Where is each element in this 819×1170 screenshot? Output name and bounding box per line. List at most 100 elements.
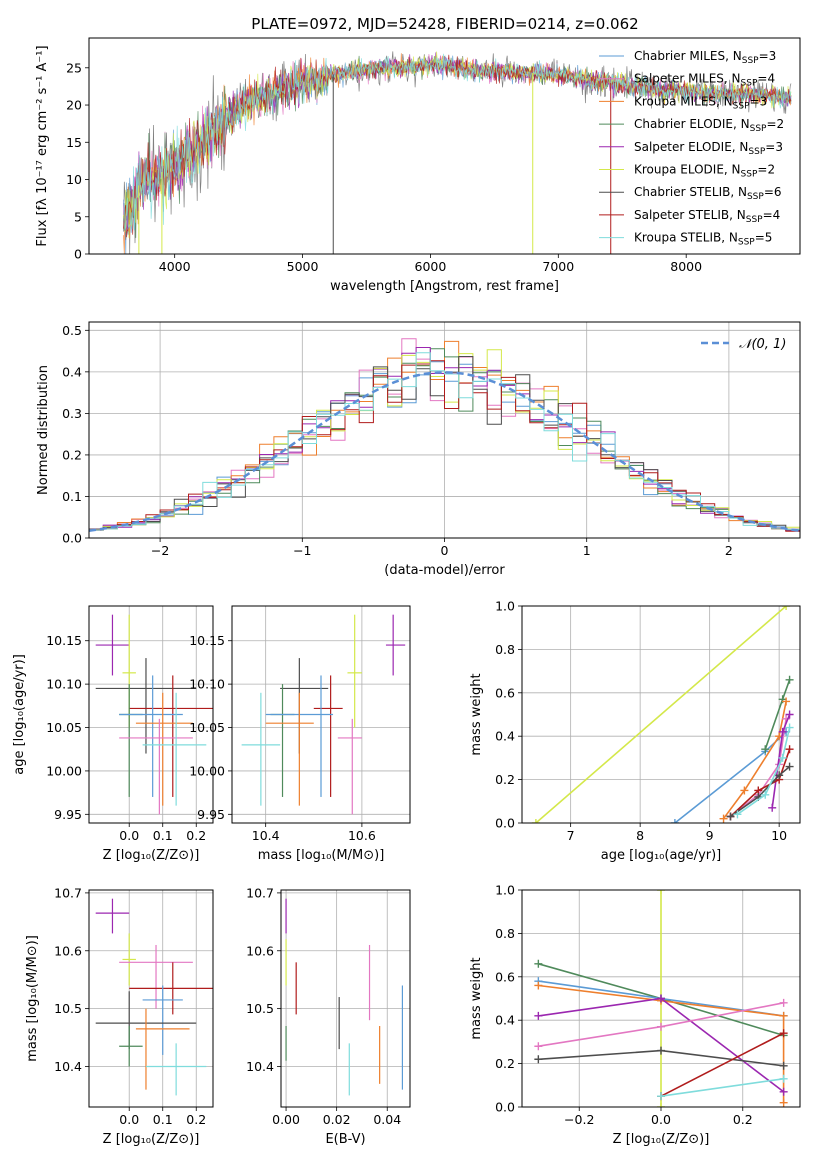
weight-marker: [531, 819, 540, 823]
age_vs_mass-plot-area: [241, 614, 406, 815]
y-tick-label: 0.8: [495, 642, 515, 657]
y-tick-label: 0.0: [495, 1100, 515, 1115]
age_vs_Z-plot-area: [95, 614, 213, 815]
mass_vs_ebv-xlabel: E(B-V): [325, 1132, 365, 1147]
y-tick-label: 0.6: [495, 969, 515, 984]
x-tick-label: −0.2: [564, 1112, 594, 1127]
y-tick-label: 25: [66, 60, 82, 75]
residuals-panel: −2 −1 0 1 2 0.0 0.1 0.2 0.3 0.4 0.5 (data-model)/er…: [36, 321, 801, 578]
x-tick-label: 0.0: [119, 1112, 139, 1127]
y-tick-label: 10.7: [246, 885, 274, 900]
residuals-frame: [88, 321, 801, 539]
weight_vs_Z-panel: −0.2 0.0 0.2 0.0 0.2 0.4 0.6 0.8 1.0 Z [log₁₀(Z/Z…: [469, 883, 801, 1147]
y-tick-label: 0.2: [495, 1056, 515, 1071]
weight-marker: [740, 786, 749, 795]
weight-marker: [779, 1011, 788, 1020]
weight-series-line: [535, 606, 787, 823]
y-tick-label: 0.4: [495, 1013, 515, 1028]
x-tick-label: 7000: [542, 259, 574, 274]
age_vs_mass-frame: [231, 605, 411, 824]
y-tick-label: 10.05: [189, 720, 225, 735]
y-tick-label: 10.15: [189, 633, 225, 648]
x-tick-label: 0.2: [186, 1112, 206, 1127]
weight-marker: [779, 998, 788, 1007]
y-tick-label: 10.4: [246, 1059, 274, 1074]
y-tick-label: 9.95: [54, 807, 82, 822]
weight_vs_Z-xlabel: Z [log₁₀(Z/Z⊙)]: [613, 1132, 710, 1147]
y-tick-label: 10.7: [54, 885, 82, 900]
legend-entry: Chabrier ELODIE, NSSP=2: [634, 117, 784, 134]
y-tick-label: 0.0: [62, 531, 82, 546]
weight-marker: [761, 745, 770, 754]
mass_vs_Z-frame: [88, 889, 214, 1108]
age_vs_mass-panel: 10.4 10.6 9.95 10.00 10.05 10.10 10.15 mass [lo…: [189, 605, 411, 863]
y-tick-label: 1.0: [495, 883, 515, 898]
age_vs_Z-panel: 0.0 0.1 0.2 9.95 10.00 10.05 10.10 10.15 Z [log₁…: [12, 605, 214, 863]
y-tick-label: 20: [66, 98, 82, 113]
weight-marker: [779, 1074, 788, 1083]
weight-marker: [775, 771, 784, 780]
weight-marker: [534, 1055, 543, 1064]
weight-marker: [782, 606, 791, 610]
spectrum-line: [123, 54, 792, 238]
legend-entry: Salpeter MILES, NSSP=4: [634, 72, 775, 89]
y-tick-label: 9.95: [197, 807, 225, 822]
weight-marker: [733, 810, 742, 819]
weight-marker: [670, 819, 679, 823]
x-tick-label: 0.0: [119, 828, 139, 843]
mass_vs_Z-plot-area: [95, 898, 213, 1096]
spectrum-line: [123, 53, 792, 231]
x-tick-label: 0.1: [153, 1112, 173, 1127]
legend-entry: Salpeter ELODIE, NSSP=3: [634, 140, 783, 157]
weight-marker: [534, 959, 543, 968]
spectrum-line: [123, 51, 792, 238]
weight-marker: [778, 727, 787, 736]
y-tick-label: 0.6: [495, 685, 515, 700]
x-tick-label: −2: [151, 543, 169, 558]
y-tick-label: 0.2: [495, 772, 515, 787]
y-tick-label: 0.1: [62, 489, 82, 504]
weight_vs_age-xlabel: age [log₁₀(age/yr)]: [601, 848, 722, 863]
y-tick-label: 0.8: [495, 926, 515, 941]
y-tick-label: 10: [66, 172, 82, 187]
weight-marker: [782, 697, 791, 706]
x-tick-label: 0.2: [186, 828, 206, 843]
age_vs_Z-xlabel: Z [log₁₀(Z/Z⊙)]: [103, 848, 200, 863]
y-tick-label: 5: [74, 209, 82, 224]
weight-marker: [779, 1061, 788, 1070]
legend-entry: 𝒩(0, 1): [739, 337, 786, 352]
weight-marker: [785, 710, 794, 719]
residuals-ylabel: Normed distribution: [36, 365, 51, 495]
weight-marker: [534, 1011, 543, 1020]
y-tick-label: 10.00: [46, 763, 82, 778]
weight-marker: [657, 994, 665, 1003]
normal-reference-curve: [89, 371, 800, 532]
x-tick-label: 0.02: [323, 1112, 351, 1127]
weight-marker: [778, 753, 787, 762]
weight-marker: [657, 1046, 665, 1055]
weight-marker: [779, 1098, 788, 1107]
x-tick-label: 6000: [415, 259, 447, 274]
x-tick-label: 5000: [287, 259, 319, 274]
y-tick-label: 10.6: [246, 943, 274, 958]
weight-marker: [534, 1042, 543, 1051]
weight_vs_Z-frame: [521, 889, 801, 1108]
weight-marker: [768, 803, 777, 812]
mass_vs_Z-xlabel: Z [log₁₀(Z/Z⊙)]: [103, 1132, 200, 1147]
residuals-xlabel: (data-model)/error: [384, 563, 505, 578]
x-tick-label: 1: [583, 543, 591, 558]
age_vs_mass-xlabel: mass [log₁₀(M/M⊙)]: [258, 848, 385, 863]
age_vs_Z-frame: [88, 605, 214, 824]
x-tick-label: 0.1: [153, 828, 173, 843]
y-tick-label: 0.0: [495, 816, 515, 831]
weight-marker: [785, 675, 794, 684]
weight-marker: [657, 1092, 665, 1101]
x-tick-label: 8: [636, 828, 644, 843]
weight_vs_age-frame: [521, 605, 801, 824]
legend-entry: Chabrier MILES, NSSP=3: [634, 49, 776, 66]
residuals-plot-area: [89, 338, 800, 538]
x-tick-label: −1: [293, 543, 311, 558]
y-tick-label: 10.15: [46, 633, 82, 648]
weight-marker: [726, 812, 735, 821]
